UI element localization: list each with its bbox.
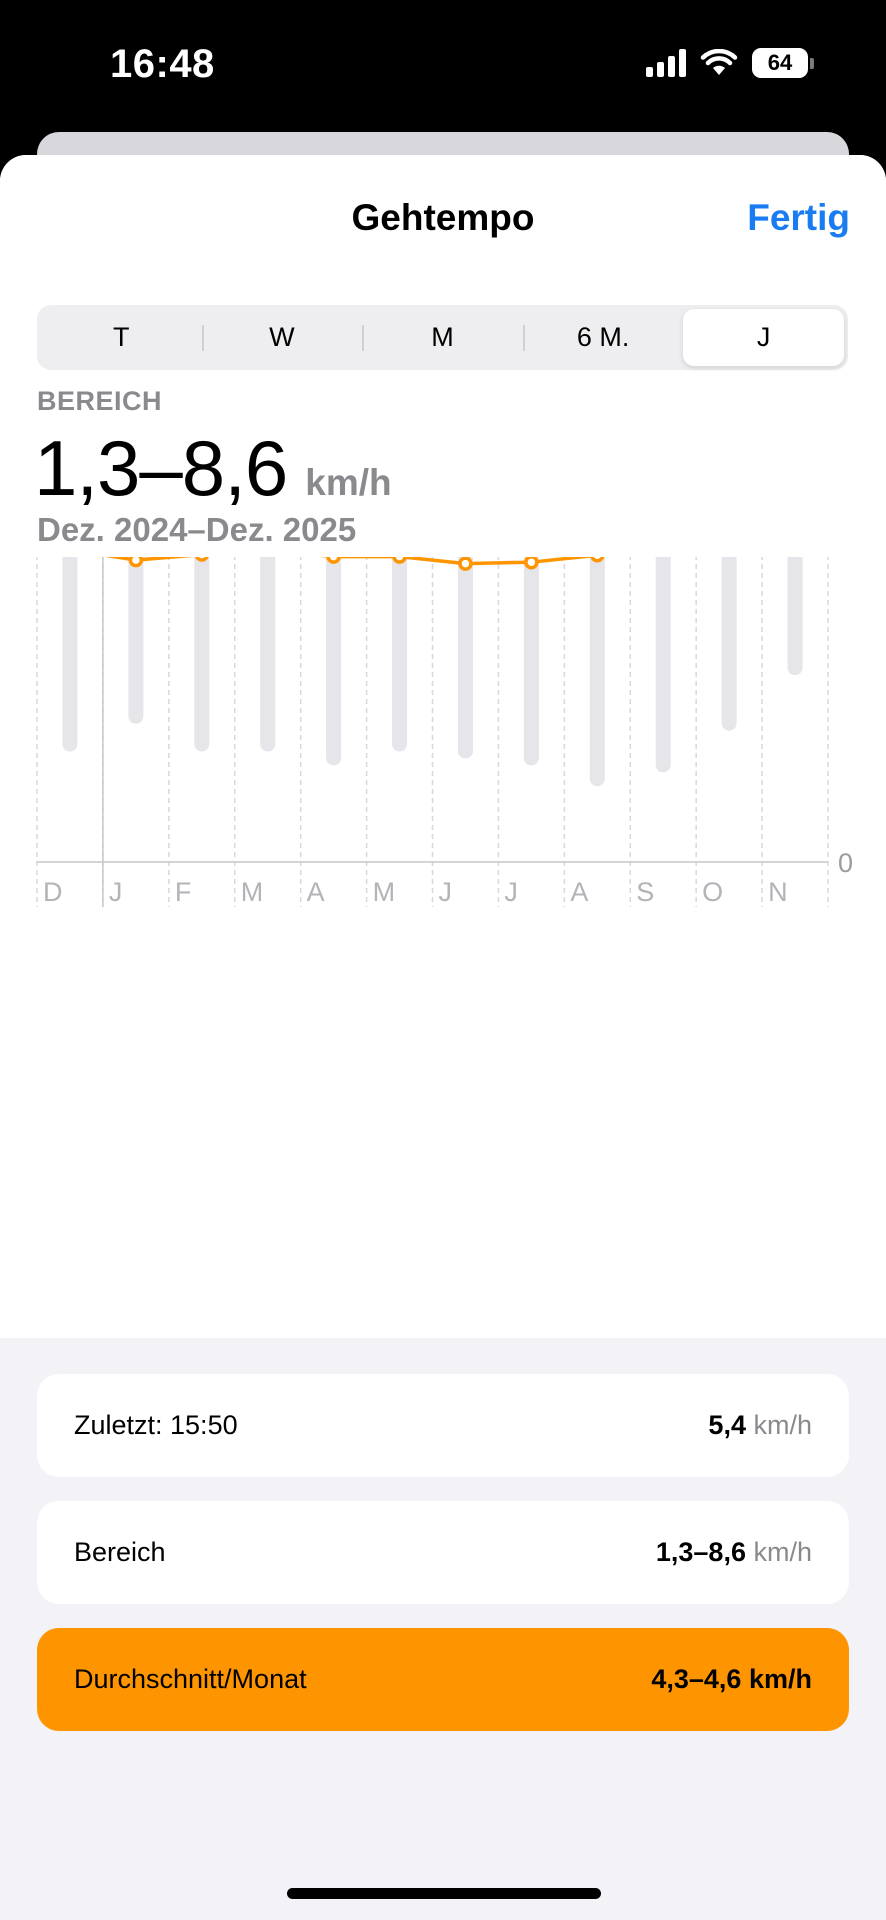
chart-section: Gehtempo Fertig T W M 6 M. J BEREICH 1,3… [0, 155, 886, 1338]
average-point [194, 557, 209, 562]
x-tick-label: F [175, 877, 192, 907]
row-average-value: 4,3–4,6 [651, 1664, 742, 1694]
row-latest-label: Zuletzt: 15:50 [74, 1410, 238, 1440]
segment-day[interactable]: T [113, 322, 130, 352]
row-monthly-average[interactable]: Durchschnitt/Monat 4,3–4,6 km/h [37, 1628, 849, 1731]
home-indicator [287, 1888, 601, 1899]
battery-level: 64 [752, 48, 808, 78]
x-tick-label: O [702, 877, 723, 907]
segment-week[interactable]: W [201, 309, 363, 366]
summary-number: 1,3–8,6 [34, 424, 288, 512]
row-range[interactable]: Bereich 1,3–8,6 km/h [37, 1501, 849, 1604]
y-tick-label: 0 [838, 848, 853, 878]
battery-icon: 64 [752, 48, 814, 78]
average-point [458, 557, 473, 571]
segment-year[interactable]: J [683, 309, 844, 366]
x-tick-label: M [373, 877, 396, 907]
x-tick-label: J [504, 877, 517, 907]
status-bar: 16:48 64 [0, 0, 886, 130]
cellular-signal-icon [646, 49, 686, 77]
average-point [590, 557, 605, 563]
status-icons: 64 [646, 48, 814, 78]
detail-sheet: Gehtempo Fertig T W M 6 M. J BEREICH 1,3… [0, 155, 886, 1920]
row-range-value: 1,3–8,6 [655, 1537, 746, 1567]
row-average-unit: km/h [748, 1664, 812, 1694]
row-range-label: Bereich [74, 1537, 166, 1567]
average-point [524, 557, 539, 570]
row-latest[interactable]: Zuletzt: 15:50 5,4 km/h [37, 1374, 849, 1477]
x-tick-label: A [307, 877, 325, 907]
date-range: Dez. 2024–Dez. 2025 [37, 511, 357, 548]
page-title: Gehtempo [351, 197, 535, 238]
wifi-icon [700, 49, 738, 75]
segment-month[interactable]: M [362, 309, 523, 366]
average-point [326, 557, 341, 564]
pace-chart[interactable]: 1050DJFMAMJJASON [0, 557, 886, 1337]
x-tick-label: M [241, 877, 264, 907]
summary-label: BEREICH [37, 386, 163, 416]
summary-value: 1,3–8,6 km/h [34, 423, 392, 514]
row-average-label: Durchschnitt/Monat [74, 1664, 307, 1694]
average-line [104, 557, 598, 566]
row-range-unit: km/h [753, 1537, 812, 1567]
x-tick-label: J [109, 877, 123, 907]
x-tick-label: A [570, 877, 588, 907]
row-latest-unit: km/h [753, 1410, 812, 1440]
x-tick-label: D [43, 877, 63, 907]
summary-unit: km/h [305, 462, 392, 503]
row-latest-value: 5,4 [708, 1410, 746, 1440]
x-tick-label: J [439, 877, 453, 907]
done-button[interactable]: Fertig [747, 197, 850, 238]
x-tick-label: N [768, 877, 788, 907]
average-point [128, 557, 144, 568]
time-range-picker: T W M 6 M. J [37, 305, 848, 370]
pace-chart-svg: 1050DJFMAMJJASON [36, 557, 853, 907]
average-point [392, 557, 407, 564]
x-tick-label: S [636, 877, 654, 907]
status-time: 16:48 [110, 42, 215, 86]
segment-six-months[interactable]: 6 M. [522, 309, 684, 366]
